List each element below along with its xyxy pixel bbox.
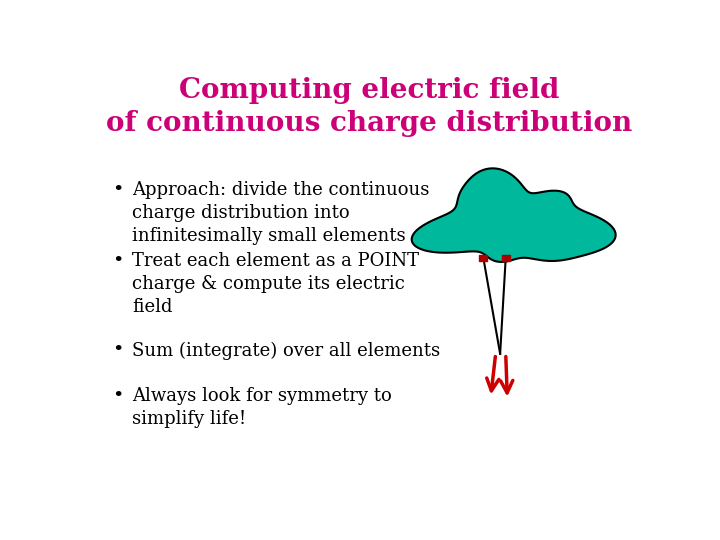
Text: Always look for symmetry to
simplify life!: Always look for symmetry to simplify lif…	[132, 387, 392, 428]
Polygon shape	[412, 168, 616, 262]
Text: •: •	[112, 181, 124, 199]
Text: Treat each element as a POINT
charge & compute its electric
field: Treat each element as a POINT charge & c…	[132, 252, 419, 316]
Bar	[502, 255, 510, 261]
Text: •: •	[112, 341, 124, 359]
Text: Computing electric field
of continuous charge distribution: Computing electric field of continuous c…	[106, 77, 632, 137]
Text: •: •	[112, 252, 124, 270]
Text: Approach: divide the continuous
charge distribution into
infinitesimally small e: Approach: divide the continuous charge d…	[132, 181, 429, 245]
Bar	[480, 255, 487, 261]
Text: •: •	[112, 387, 124, 405]
Text: Sum (integrate) over all elements: Sum (integrate) over all elements	[132, 341, 440, 360]
